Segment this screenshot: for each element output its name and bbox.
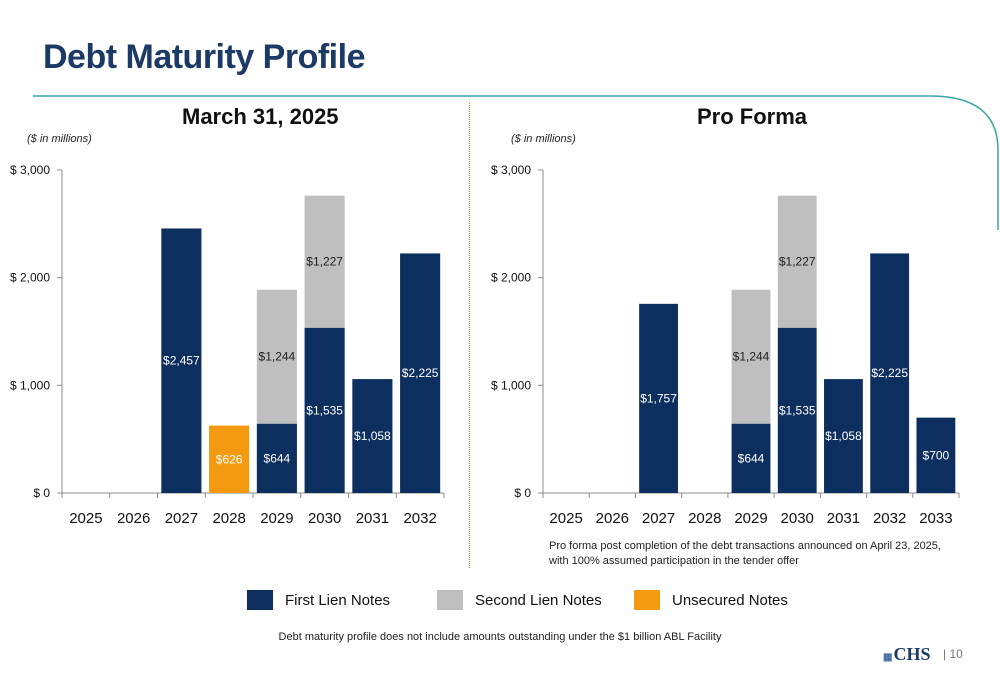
x-tick-label-2026: 2026: [596, 510, 629, 527]
page-title: Debt Maturity Profile: [43, 38, 365, 76]
y-tick-label: $ 3,000: [10, 163, 50, 177]
legend-label-first-lien: First Lien Notes: [285, 591, 391, 609]
bar-first_lien-2029: [731, 423, 771, 493]
y-tick-label: $ 2,000: [10, 271, 50, 285]
pro-forma-note-line-2: with 100% assumed participation in the t…: [549, 555, 799, 567]
x-tick-label-2025: 2025: [549, 510, 582, 527]
data-label-first_lien-2031: $1,058: [354, 429, 391, 443]
logo-mark-icon: ▦: [883, 652, 893, 663]
data-label-first_lien-2030: $1,535: [306, 403, 343, 417]
pro-forma-note: Pro forma post completion of the debt tr…: [549, 539, 941, 569]
y-tick-label: $ 2,000: [491, 271, 531, 285]
chart-march-2025: $ 0 $ 1,000 $ 2,000 $ 3,000 2025 2026 2027 2028…: [10, 163, 445, 527]
data-label-first_lien-2029: $644: [738, 451, 765, 465]
data-label-second_lien-2029: $1,244: [259, 350, 296, 364]
chart-title-proforma: Pro Forma: [697, 104, 808, 129]
bar-unsecured-2028: [209, 425, 250, 493]
bar-second_lien-2030: [304, 195, 345, 328]
bar-first_lien-2031: [352, 379, 393, 493]
bar-first_lien-2030: [777, 327, 817, 493]
unit-label-proforma: ($ in millions): [511, 133, 576, 145]
legend: First Lien Notes Second Lien Notes Unsec…: [0, 590, 1000, 612]
bar-first_lien-2029: [256, 423, 297, 493]
bar-first_lien-2033: [916, 417, 956, 493]
chart-divider: [469, 103, 470, 568]
x-tick-label-2029: 2029: [734, 510, 767, 527]
bar-first_lien-2032: [400, 253, 441, 493]
legend-swatch-first-lien: [247, 590, 273, 610]
x-tick-label-2033: 2033: [919, 510, 952, 527]
x-tick-label-2027: 2027: [642, 510, 675, 527]
data-label-first_lien-2032: $2,225: [402, 366, 439, 380]
data-label-first_lien-2027: $1,757: [640, 391, 677, 405]
x-tick-label-2032: 2032: [403, 510, 436, 527]
bar-first_lien-2027: [639, 303, 678, 493]
chart-pro-forma: $ 0 $ 1,000 $ 2,000 $ 3,000 2025 2026 2027 2028…: [491, 163, 960, 527]
bar-first_lien-2032: [870, 253, 910, 493]
data-label-first_lien-2031: $1,058: [825, 429, 862, 443]
legend-swatch-unsecured: [634, 590, 660, 610]
legend-item-second-lien: Second Lien Notes: [437, 590, 602, 610]
pro-forma-note-line-1: Pro forma post completion of the debt tr…: [549, 540, 941, 552]
legend-label-second-lien: Second Lien Notes: [475, 591, 602, 609]
logo-text: CHS: [893, 644, 931, 664]
bar-second_lien-2030: [777, 195, 817, 328]
x-tick-label-2027: 2027: [165, 510, 198, 527]
legend-swatch-second-lien: [437, 590, 463, 610]
bar-second_lien-2029: [731, 289, 771, 424]
data-label-second_lien-2030: $1,227: [306, 255, 343, 269]
x-tick-label-2031: 2031: [827, 510, 860, 527]
x-tick-label-2026: 2026: [117, 510, 150, 527]
unit-label-march: ($ in millions): [27, 133, 92, 145]
legend-label-unsecured: Unsecured Notes: [672, 591, 788, 609]
data-label-first_lien-2030: $1,535: [779, 403, 816, 417]
data-label-first_lien-2033: $700: [923, 448, 950, 462]
x-tick-label-2030: 2030: [781, 510, 814, 527]
data-label-unsecured-2028: $626: [216, 452, 243, 466]
bar-first_lien-2031: [824, 379, 863, 493]
chart-title-march: March 31, 2025: [182, 104, 339, 129]
data-label-first_lien-2027: $2,457: [163, 354, 200, 368]
footnote: Debt maturity profile does not include a…: [278, 631, 722, 643]
data-label-first_lien-2032: $2,225: [871, 366, 908, 380]
bar-first_lien-2027: [161, 228, 202, 493]
data-label-second_lien-2029: $1,244: [733, 350, 770, 364]
x-tick-label-2031: 2031: [356, 510, 389, 527]
y-tick-label: $ 1,000: [10, 378, 50, 392]
data-label-second_lien-2030: $1,227: [779, 255, 816, 269]
y-tick-label: $ 0: [514, 486, 531, 500]
bar-second_lien-2029: [256, 289, 297, 424]
x-tick-label-2032: 2032: [873, 510, 906, 527]
y-tick-label: $ 0: [33, 486, 50, 500]
x-tick-label-2029: 2029: [260, 510, 293, 527]
x-tick-label-2030: 2030: [308, 510, 341, 527]
x-tick-label-2028: 2028: [212, 510, 245, 527]
x-tick-label-2028: 2028: [688, 510, 721, 527]
legend-item-unsecured: Unsecured Notes: [634, 590, 788, 610]
y-tick-label: $ 1,000: [491, 378, 531, 392]
bar-first_lien-2030: [304, 327, 345, 493]
page-number: | 10: [943, 647, 963, 661]
header-rule: [33, 95, 999, 230]
x-tick-label-2025: 2025: [69, 510, 102, 527]
y-tick-label: $ 3,000: [491, 163, 531, 177]
data-label-first_lien-2029: $644: [264, 451, 291, 465]
legend-item-first-lien: First Lien Notes: [247, 590, 390, 610]
chs-logo: ▦CHS: [883, 644, 930, 665]
